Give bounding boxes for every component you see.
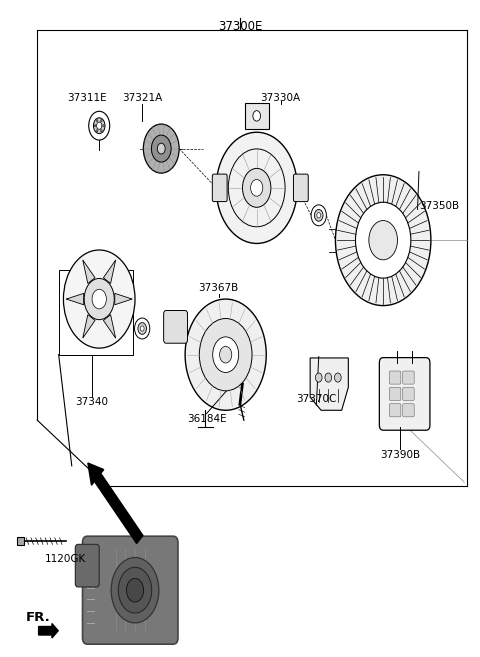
- FancyBboxPatch shape: [403, 388, 414, 401]
- Circle shape: [140, 326, 144, 331]
- Circle shape: [315, 373, 322, 382]
- Text: 37390B: 37390B: [380, 449, 420, 459]
- Text: 37370C: 37370C: [296, 394, 336, 404]
- Circle shape: [242, 168, 271, 208]
- FancyBboxPatch shape: [75, 545, 99, 587]
- FancyArrow shape: [88, 463, 143, 543]
- Circle shape: [336, 175, 431, 306]
- Circle shape: [253, 110, 261, 121]
- Circle shape: [103, 125, 104, 127]
- Circle shape: [100, 129, 102, 132]
- Circle shape: [94, 125, 96, 127]
- Polygon shape: [103, 260, 116, 283]
- FancyBboxPatch shape: [83, 536, 178, 644]
- Polygon shape: [66, 293, 84, 305]
- Circle shape: [89, 111, 110, 140]
- FancyArrow shape: [38, 623, 58, 638]
- Circle shape: [126, 578, 144, 602]
- Circle shape: [185, 299, 266, 410]
- Circle shape: [369, 221, 397, 260]
- FancyBboxPatch shape: [403, 404, 414, 417]
- Text: 37311E: 37311E: [68, 93, 107, 102]
- Ellipse shape: [144, 124, 179, 173]
- Text: 37350B: 37350B: [419, 201, 459, 211]
- Ellipse shape: [157, 143, 165, 154]
- Ellipse shape: [151, 135, 171, 162]
- FancyBboxPatch shape: [379, 357, 430, 430]
- Circle shape: [356, 202, 411, 278]
- Text: 37330A: 37330A: [261, 93, 300, 102]
- FancyBboxPatch shape: [245, 102, 269, 129]
- Circle shape: [251, 179, 263, 196]
- Circle shape: [335, 373, 341, 382]
- Circle shape: [219, 346, 232, 363]
- Circle shape: [118, 567, 152, 613]
- Circle shape: [111, 558, 159, 623]
- Circle shape: [92, 289, 107, 309]
- Circle shape: [213, 337, 239, 373]
- Text: 37340: 37340: [75, 397, 108, 407]
- Circle shape: [317, 213, 321, 218]
- Text: 1120GK: 1120GK: [44, 555, 85, 564]
- Text: 37321A: 37321A: [122, 93, 162, 102]
- FancyBboxPatch shape: [17, 537, 24, 545]
- FancyBboxPatch shape: [389, 404, 401, 417]
- Polygon shape: [310, 358, 348, 410]
- FancyBboxPatch shape: [403, 371, 414, 384]
- Text: 37367B: 37367B: [198, 283, 239, 292]
- FancyBboxPatch shape: [389, 388, 401, 401]
- FancyBboxPatch shape: [293, 174, 308, 202]
- Circle shape: [100, 120, 102, 122]
- Circle shape: [96, 122, 102, 129]
- Text: 37300E: 37300E: [218, 20, 262, 33]
- Polygon shape: [103, 315, 116, 338]
- Circle shape: [96, 129, 98, 132]
- FancyBboxPatch shape: [212, 174, 227, 202]
- Circle shape: [94, 118, 105, 133]
- Circle shape: [84, 279, 114, 320]
- FancyBboxPatch shape: [389, 371, 401, 384]
- FancyBboxPatch shape: [164, 311, 188, 343]
- Polygon shape: [83, 260, 95, 283]
- Circle shape: [325, 373, 332, 382]
- Circle shape: [311, 205, 326, 226]
- Circle shape: [96, 120, 98, 122]
- Circle shape: [138, 323, 146, 334]
- Circle shape: [314, 210, 323, 221]
- Circle shape: [63, 250, 135, 348]
- Polygon shape: [115, 293, 132, 305]
- Circle shape: [216, 132, 297, 244]
- Text: 36184E: 36184E: [187, 413, 227, 424]
- Circle shape: [134, 318, 150, 339]
- Polygon shape: [83, 315, 95, 338]
- Text: FR.: FR.: [25, 611, 50, 624]
- Circle shape: [199, 319, 252, 391]
